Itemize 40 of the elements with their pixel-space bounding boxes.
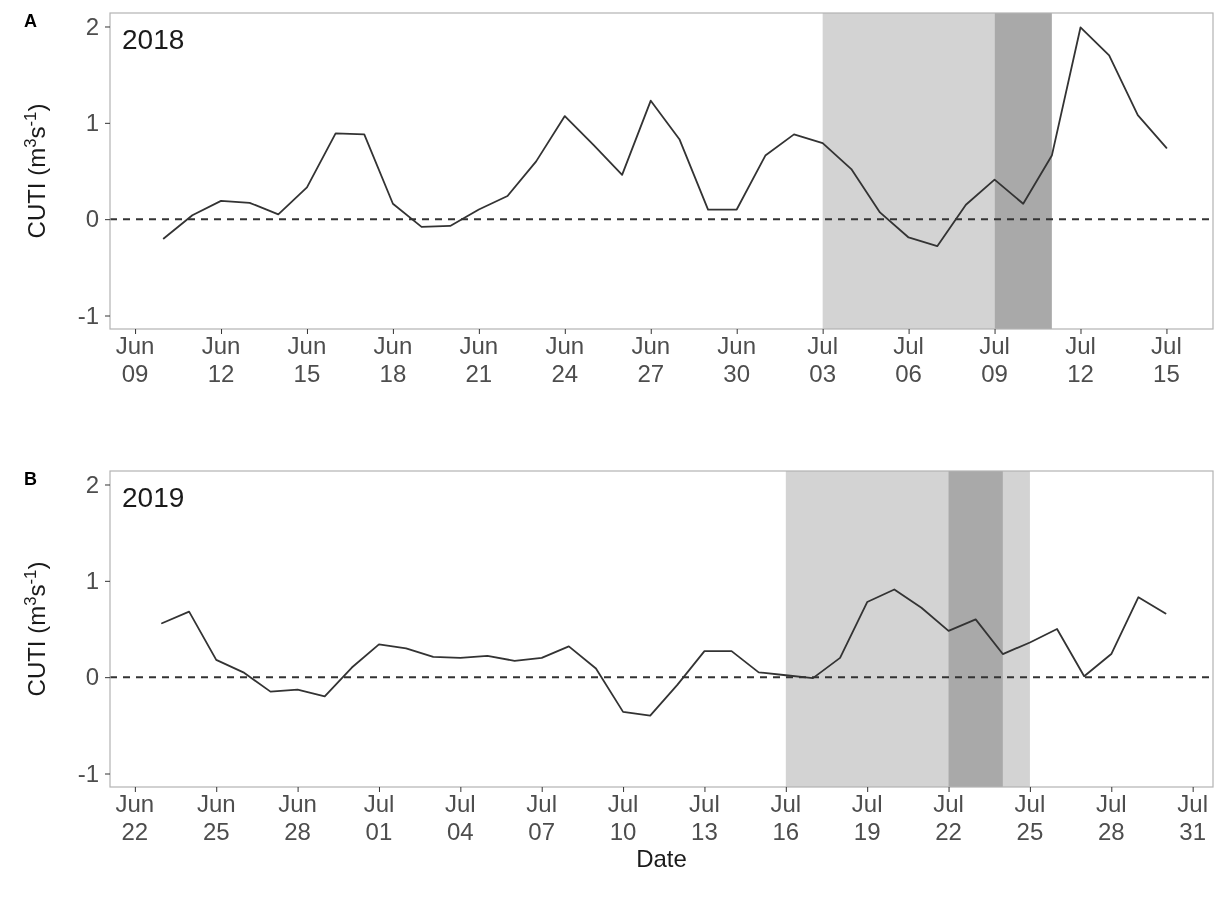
x-tick-label: Jul 04 — [444, 790, 476, 845]
chart-title: A — [24, 11, 37, 31]
x-tick-label: Jun 28 — [278, 790, 317, 845]
x-tick-label: Jun 22 — [115, 790, 155, 845]
y-tick-label: -1 — [77, 759, 99, 787]
y-tick-label: -1 — [77, 301, 99, 329]
x-tick-label: Jul 01 — [363, 790, 395, 845]
y-tick-label: 1 — [85, 109, 99, 137]
x-tick-label: Jul 07 — [526, 790, 558, 845]
y-tick-label: 2 — [85, 470, 99, 498]
x-tick-label: Jun 25 — [196, 790, 236, 845]
x-tick-label: Jun 15 — [287, 332, 327, 387]
x-tick-label: Jun 18 — [373, 332, 413, 387]
x-tick-label: Jul 15 — [1151, 332, 1182, 387]
x-tick-label: Jul 22 — [933, 790, 964, 845]
x-tick-label: Jun 09 — [115, 332, 155, 387]
y-tick-label: 2 — [85, 12, 99, 40]
x-tick-label: Jul 13 — [689, 790, 720, 845]
x-tick-label: Jul 28 — [1095, 790, 1127, 845]
x-tick-label: Jul 19 — [851, 790, 883, 845]
x-tick-label: Jun 12 — [201, 332, 241, 387]
x-tick-label: Jul 12 — [1065, 332, 1096, 387]
x-tick-label: Jul 10 — [607, 790, 639, 845]
x-tick-label: Jul 09 — [979, 332, 1010, 387]
y-tick-label: 1 — [85, 567, 99, 595]
annotation: 2019 — [122, 482, 185, 513]
x-tick-label: Jun 30 — [717, 332, 757, 387]
chart-title: B — [24, 469, 37, 489]
x-tick-label: Jul 16 — [770, 790, 802, 845]
x-tick-label: Jul 25 — [1014, 790, 1046, 845]
x-tick-label: Jun 27 — [631, 332, 671, 387]
annotation: 2018 — [122, 24, 185, 55]
x-tick-label: Jul 31 — [1177, 790, 1208, 845]
y-tick-label: 0 — [85, 205, 99, 233]
x-axis-title: Date — [636, 845, 687, 872]
x-tick-label: Jul 03 — [807, 332, 838, 387]
x-tick-label: Jun 24 — [545, 332, 585, 387]
y-tick-label: 0 — [85, 663, 99, 691]
x-tick-label: Jul 06 — [893, 332, 924, 387]
x-tick-label: Jun 21 — [459, 332, 499, 387]
